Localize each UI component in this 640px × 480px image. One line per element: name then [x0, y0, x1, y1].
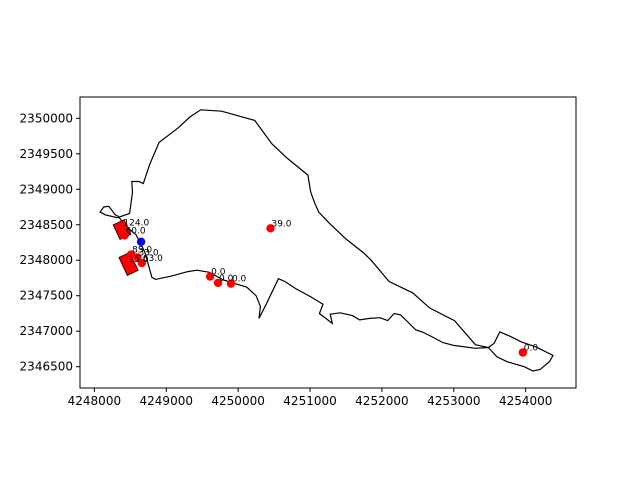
red-point-marker: [133, 253, 142, 262]
point-value-label: 60.0: [126, 226, 146, 236]
blue-point-marker: [136, 237, 146, 246]
study-area-boundary: [99, 109, 554, 372]
point-value-label: 0.0: [219, 274, 234, 284]
point-value-label: 33.0: [139, 248, 159, 258]
red-point-marker: [205, 272, 215, 281]
point-labels: 124.060.085.033.015.063.00.00.00.039.00.…: [123, 219, 538, 354]
y-tick-label: 2348000: [20, 253, 73, 267]
red-point-marker: [266, 224, 275, 233]
y-tick-label: 2349500: [20, 147, 73, 161]
x-tick-label: 4248000: [68, 394, 121, 408]
x-tick-label: 4253000: [427, 394, 480, 408]
y-tick-label: 2349000: [20, 182, 73, 196]
point-value-label: 0.0: [524, 344, 539, 354]
point-markers: [118, 223, 528, 357]
y-tick-label: 2348500: [20, 218, 73, 232]
y-axis-ticks: 2346500 2347000 2347500 2348000 2348500 23490…: [20, 111, 80, 374]
red-point-marker: [123, 259, 132, 268]
y-tick-label: 2347000: [20, 324, 73, 338]
x-tick-label: 4254000: [499, 394, 552, 408]
point-value-label: 15.0: [128, 255, 148, 265]
x-tick-label: 4252000: [355, 394, 408, 408]
point-value-label: 39.0: [271, 219, 291, 229]
x-tick-label: 4251000: [283, 394, 336, 408]
red-point-marker: [120, 231, 129, 240]
x-axis-ticks: 4248000 4249000 4250000 4251000 4252000 42530…: [68, 388, 552, 408]
red-point-marker: [137, 258, 147, 268]
red-point-marker: [518, 348, 528, 357]
axes-frame: [79, 96, 577, 389]
red-point-marker: [213, 278, 223, 288]
point-value-label: 124.0: [123, 219, 149, 229]
point-value-label: 63.0: [143, 254, 163, 264]
point-value-label: 0.0: [232, 275, 247, 285]
red-point-marker: [126, 250, 136, 259]
red-point-marker: [226, 279, 236, 288]
plot-area: 124.060.085.033.015.063.00.00.00.039.00.…: [99, 109, 554, 372]
red-point-marker: [118, 223, 127, 232]
y-tick-label: 2347500: [20, 289, 73, 303]
x-tick-label: 4250000: [211, 394, 264, 408]
y-tick-label: 2350000: [20, 111, 73, 125]
point-value-label: 0.0: [211, 268, 226, 278]
point-value-label: 85.0: [132, 246, 152, 256]
x-tick-label: 4249000: [140, 394, 193, 408]
y-tick-label: 2346500: [20, 360, 73, 374]
